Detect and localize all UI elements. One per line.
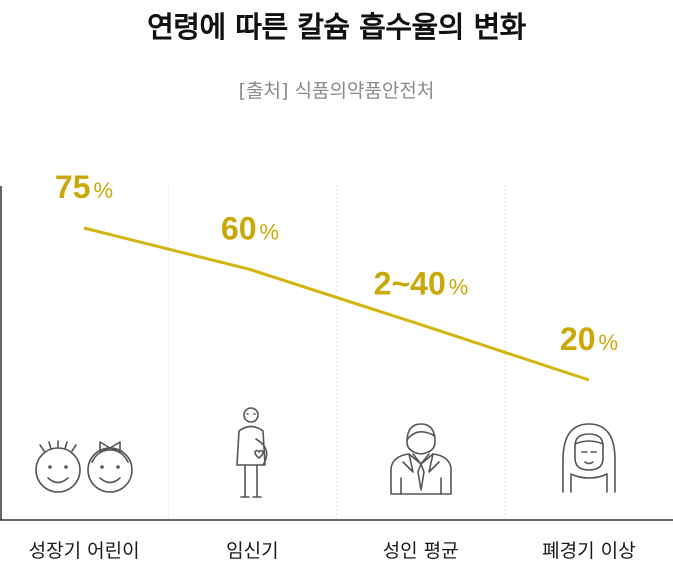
elderly-woman-icon <box>562 423 616 493</box>
group-separators <box>167 186 506 519</box>
data-label: 20% <box>560 321 618 357</box>
children-icon <box>35 440 133 493</box>
pregnant-woman-icon <box>236 407 268 498</box>
category-label: 성인 평균 <box>383 540 459 562</box>
adult-man-icon <box>390 423 452 495</box>
data-label: 2~40% <box>374 266 469 302</box>
category-labels: 성장기 어린이 임신기 성인 평균 폐경기 이상 <box>29 540 636 562</box>
chart-source: [출처] 식품의약품안전처 <box>238 80 435 102</box>
category-label: 성장기 어린이 <box>29 540 140 562</box>
data-labels: 75 % 60 % 2~40 % 20% <box>55 169 618 357</box>
category-label: 임신기 <box>226 540 278 562</box>
chart-title: 연령에 따른 칼슘 흡수율의 변화 <box>147 10 526 44</box>
data-label: 60% <box>221 210 279 246</box>
data-label: 75% <box>55 169 113 205</box>
series-line <box>83 226 590 382</box>
category-label: 폐경기 이상 <box>542 540 635 562</box>
category-icons <box>35 407 616 498</box>
